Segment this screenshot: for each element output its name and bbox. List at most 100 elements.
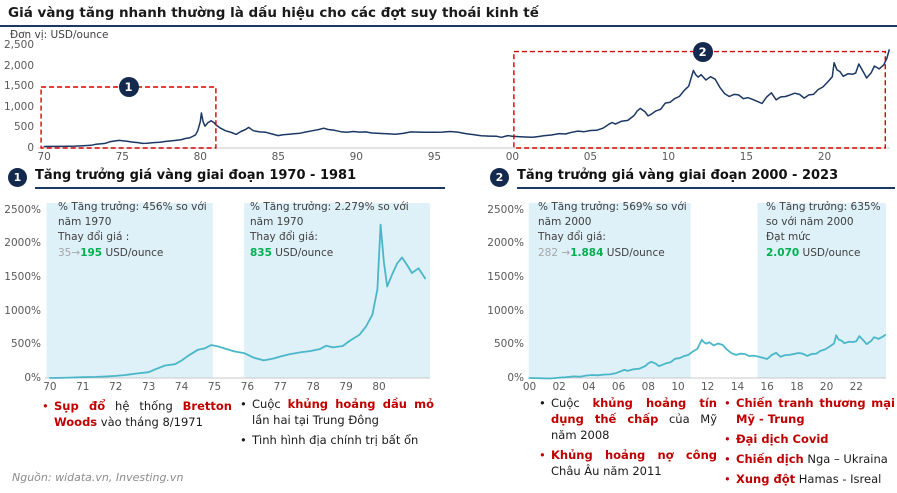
highlight-band	[528, 203, 691, 378]
text-segment: Thay đổi giá:	[538, 231, 606, 244]
bullet-icon: •	[240, 433, 247, 448]
text-segment: Bretton Woods	[54, 399, 232, 430]
list-item: • Chiến dịch Nga – Ukraina	[722, 451, 895, 467]
text-segment: 835	[250, 246, 272, 259]
list-item: • Cuộc khủng hoảng tín dụng thế chấp của …	[537, 395, 717, 443]
list-item-text: Chiến tranh thương mại Mỹ - Trung	[736, 396, 895, 426]
text-segment: hệ thống	[105, 399, 183, 413]
section-2-badge: 2	[490, 168, 509, 187]
annotation-line: năm 1970	[250, 215, 430, 230]
text-segment: Nga – Ukraina	[803, 452, 888, 467]
text-segment: Châu Âu năm 2011	[551, 464, 662, 479]
text-segment: so với năm 2000	[766, 216, 854, 229]
bullet-icon: •	[724, 396, 731, 410]
text-segment: % Tăng trưởng: 635%	[766, 201, 881, 213]
y-tick-label: 0	[27, 142, 34, 154]
y-tick-label: 2,000	[3, 59, 34, 72]
text-segment: USD/ounce	[799, 246, 861, 259]
bullet-icon: •	[539, 396, 546, 410]
text-segment: % Tăng trưởng: 456% so với	[58, 201, 207, 213]
list-item: • Tình hình địa chính trị bất ổn	[238, 432, 434, 448]
list-item: • Xung đột Hamas - Isreal	[722, 471, 895, 487]
x-tick-label: 85	[271, 151, 285, 163]
section-1-badge: 1	[8, 168, 27, 187]
x-tick-label: 70	[43, 381, 57, 393]
annotation-line: Đạt mức	[766, 230, 892, 245]
text-segment: Xung đột	[736, 472, 796, 487]
x-tick-label: 18	[790, 381, 804, 393]
y-tick-label: 500%	[493, 338, 524, 351]
x-tick-label: 95	[427, 151, 442, 163]
annotation-line: % Tăng trưởng: 2.279% so với	[250, 200, 430, 215]
x-tick-label: 80	[372, 381, 386, 393]
list-item: • Sụp đổ hệ thống Bretton Woods vào tháng…	[40, 398, 232, 430]
section-1-header: 1 Tăng trưởng giá vàng giai đoạn 1970 - …	[8, 168, 445, 189]
y-tick-label: 1500%	[487, 271, 524, 283]
annotation-line: 282 →1.884 USD/ounce	[538, 246, 720, 261]
list-item-text: Đại dịch Covid	[736, 432, 829, 446]
section-2-title: Tăng trưởng giá vàng giai đoạn 2000 - 20…	[517, 168, 895, 189]
list-item: • Khủng hoảng nợ công Châu Âu năm 2011	[537, 447, 717, 479]
annotation-line: năm 2000	[538, 215, 720, 230]
highlight-band	[757, 203, 886, 378]
x-tick-label: 00	[522, 381, 537, 393]
y-tick-label: 2000%	[487, 237, 524, 250]
x-tick-label: 16	[760, 381, 774, 393]
y-tick-label: 1500%	[4, 271, 41, 283]
x-tick-label: 02	[552, 381, 566, 393]
list-item-text: Cuộc khủng hoảng tín dụng thế chấp của M…	[551, 396, 717, 442]
annotation-line: % Tăng trưởng: 635%	[766, 200, 892, 215]
annotation-line: so với năm 2000	[766, 215, 892, 230]
text-segment: năm 1970	[250, 216, 304, 229]
text-segment: Tình hình địa chính trị bất ổn	[252, 433, 419, 448]
text-segment: % Tăng trưởng: 2.279% so với	[250, 201, 409, 213]
x-tick-label: 05	[583, 151, 598, 163]
region-badge-2: 2	[692, 41, 713, 62]
x-tick-label: 14	[730, 381, 745, 393]
text-segment: →	[561, 246, 571, 259]
unit-label: Đơn vị: USD/ounce	[10, 29, 109, 41]
x-tick-label: 22	[849, 381, 863, 393]
y-tick-label: 2500%	[4, 203, 41, 216]
annotation-1976-1981: % Tăng trưởng: 2.279% so với năm 1970 Thay…	[250, 200, 430, 261]
y-tick-label: 2,500	[3, 39, 34, 51]
list-item-text: Tình hình địa chính trị bất ổn	[252, 433, 418, 447]
list-item-text: Sụp đổ hệ thống Bretton Woods vào tháng …	[54, 399, 232, 429]
text-segment: 1.884	[570, 246, 604, 259]
text-segment: Cuộc	[551, 396, 593, 410]
x-tick-label: 12	[701, 381, 715, 393]
text-segment: Sụp đổ	[54, 399, 106, 413]
annotation-line: Thay đổi giá:	[250, 230, 430, 245]
text-segment: 2.070	[766, 246, 800, 259]
text-segment: USD/ounce	[603, 246, 665, 259]
text-segment: khủng hoảng dầu mỏ	[287, 397, 434, 411]
annotation-2000-2010: % Tăng trưởng: 569% so với năm 2000 Thay đ…	[538, 200, 720, 261]
list-item-text: Khủng hoảng nợ công Châu Âu năm 2011	[551, 448, 717, 478]
y-tick-label: 500	[13, 121, 34, 134]
text-segment: 35	[58, 246, 72, 259]
section-1-title: Tăng trưởng giá vàng giai đoạn 1970 - 19…	[35, 168, 445, 189]
x-tick-label: 76	[240, 381, 255, 393]
list-item: • Chiến tranh thương mại Mỹ - Trung	[722, 395, 895, 427]
bullet-icon: •	[724, 452, 731, 467]
text-segment: % Tăng trưởng: 569% so với	[538, 201, 687, 213]
list-item-text: Chiến dịch Nga – Ukraina	[736, 452, 888, 466]
text-segment: Đạt mức	[766, 231, 811, 244]
x-tick-label: 73	[142, 381, 156, 393]
annotation-line: Thay đổi giá:	[538, 230, 720, 245]
chart-canvas	[528, 203, 887, 380]
price-line	[43, 49, 890, 148]
growth-chart-2000-2023: 00 02 04 06 08 10 12 14 16 18 20 22 0% 500% 1000% 1500%…	[487, 203, 887, 393]
y-tick-label: 2500%	[487, 203, 524, 216]
x-tick-label: 71	[76, 381, 90, 393]
chart-canvas	[38, 49, 890, 149]
x-tick-label: 04	[582, 381, 596, 393]
page-title: Giá vàng tăng nhanh thường là dấu hiệu c…	[0, 0, 897, 27]
x-tick-label: 15	[739, 151, 754, 163]
text-segment: USD/ounce	[102, 246, 164, 259]
x-tick-label: 10	[671, 381, 685, 393]
list-item: • Cuộc khủng hoảng dầu mỏ lần hai tại Tru…	[238, 396, 434, 428]
y-tick-label: 2000%	[4, 237, 41, 250]
x-tick-label: 78	[306, 381, 320, 393]
